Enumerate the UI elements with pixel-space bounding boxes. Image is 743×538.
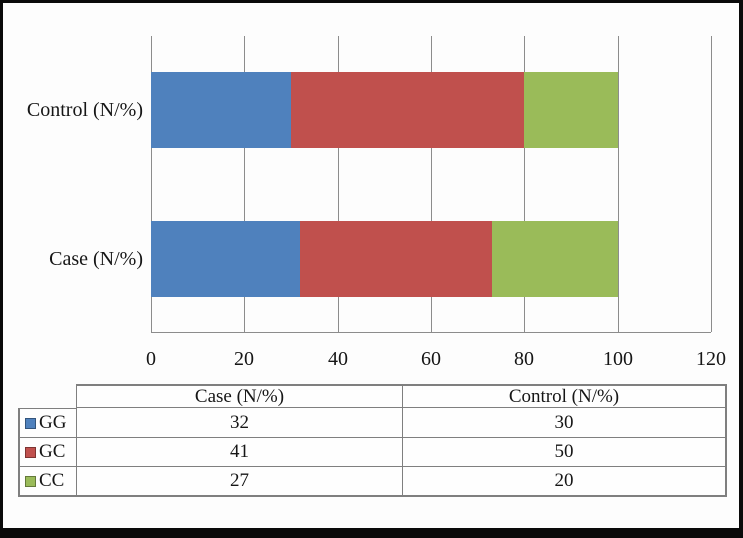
table-header-case: Case (N/%) <box>76 384 402 408</box>
bar-control <box>151 72 618 148</box>
bar-segment-cc-control <box>524 72 618 148</box>
table-legend-gc: GC <box>18 438 76 467</box>
bar-segment-cc-case <box>491 221 618 297</box>
gridline-60 <box>431 36 432 332</box>
table-cell-case-gg: 32 <box>76 408 402 438</box>
table-cell-control-cc: 20 <box>402 467 727 497</box>
gridline-40 <box>338 36 339 332</box>
x-tick-label-80: 80 <box>514 348 534 370</box>
legend-key-gg-icon <box>25 417 36 429</box>
legend-label-gc: GC <box>39 441 66 462</box>
table-legend-cc: CC <box>18 467 76 497</box>
x-tick-label-20: 20 <box>234 348 254 370</box>
x-tick-label-60: 60 <box>421 348 441 370</box>
category-label-case: Case (N/%) <box>49 248 143 270</box>
x-tick-label-40: 40 <box>328 348 348 370</box>
gridline-0 <box>151 36 152 332</box>
category-label-control: Control (N/%) <box>26 99 143 121</box>
gridline-100 <box>618 36 619 332</box>
table-corner-cell <box>18 384 76 408</box>
table-cell-control-gc: 50 <box>402 438 727 467</box>
plot-area <box>151 36 712 333</box>
bar-segment-gc-case <box>300 221 492 297</box>
bar-segment-gc-control <box>291 72 525 148</box>
legend-label-gg: GG <box>39 412 67 433</box>
gridline-120 <box>711 36 712 332</box>
bar-segment-gg-control <box>151 72 291 148</box>
x-tick-label-0: 0 <box>146 348 156 370</box>
legend-key-cc-icon <box>25 475 36 487</box>
table-header-control: Control (N/%) <box>402 384 727 408</box>
bar-segment-gg-case <box>151 221 301 297</box>
table-legend-gg: GG <box>18 408 76 438</box>
legend-label-cc: CC <box>39 470 65 491</box>
gridline-80 <box>524 36 525 332</box>
x-axis-tick-labels: 0 20 40 60 80 100 120 <box>146 347 726 373</box>
chart-data-table: Case (N/%) Control (N/%) GG 32 30 GC 41 … <box>18 384 727 497</box>
x-tick-label-120: 120 <box>696 348 726 370</box>
table-cell-case-cc: 27 <box>76 467 402 497</box>
bar-case <box>151 221 618 297</box>
table-cell-case-gc: 41 <box>76 438 402 467</box>
gridline-20 <box>244 36 245 332</box>
x-tick-label-100: 100 <box>603 348 633 370</box>
legend-key-gc-icon <box>25 446 36 458</box>
table-cell-control-gg: 30 <box>402 408 727 438</box>
